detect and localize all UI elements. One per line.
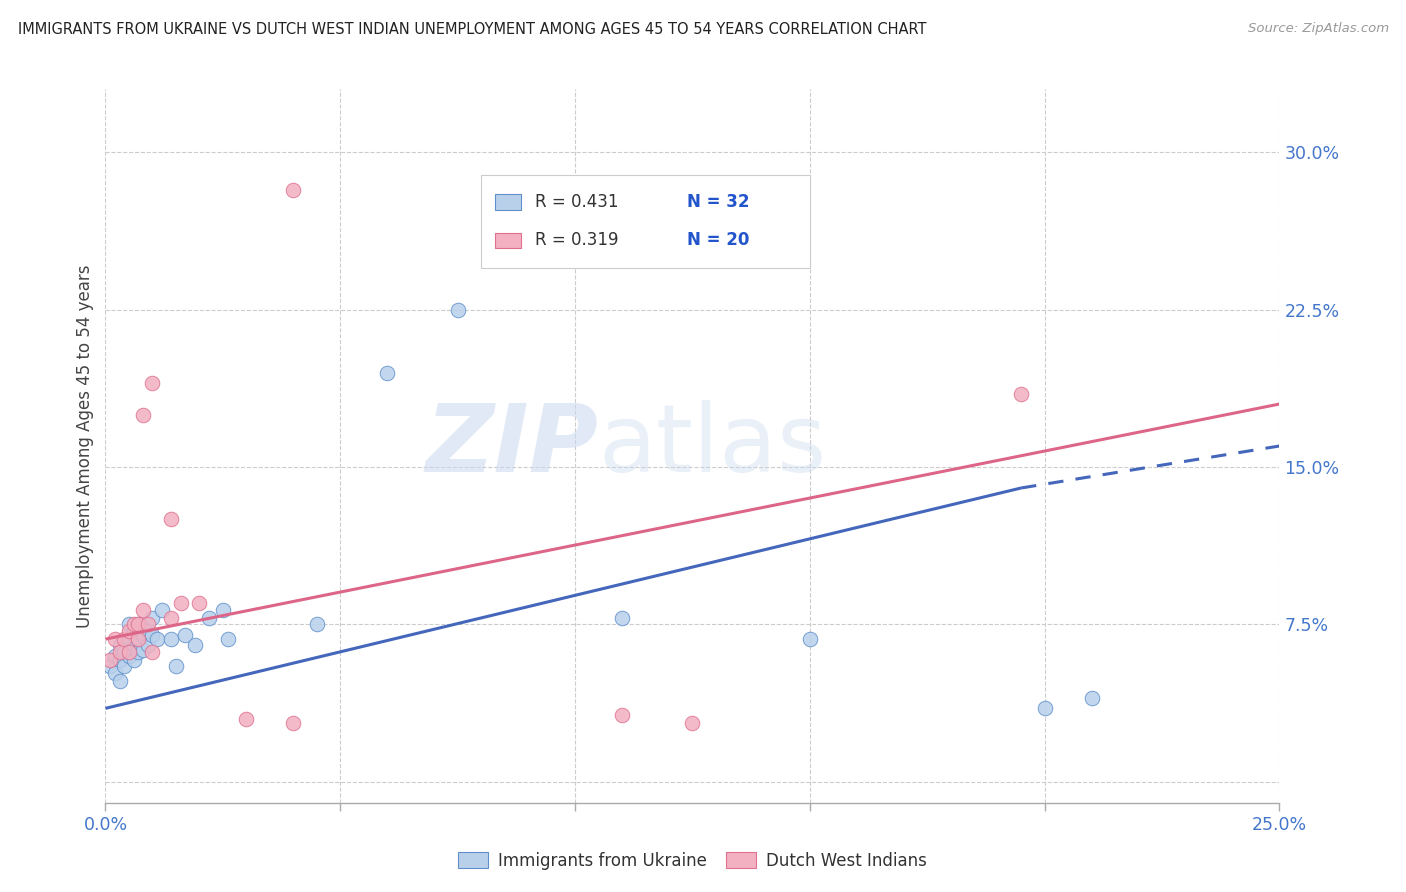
Point [141,611,163,625]
Point [122,653,145,667]
Text: N = 32: N = 32 [686,193,749,211]
Point [108,639,131,653]
Point [160,632,183,646]
Point [118,617,141,632]
Y-axis label: Unemployment Among Ages 45 to 54 years: Unemployment Among Ages 45 to 54 years [76,264,94,628]
Point [104,665,127,680]
Text: atlas: atlas [599,400,827,492]
Point [197,611,219,625]
Point [118,632,141,646]
Point [146,632,169,646]
Text: R = 0.319: R = 0.319 [536,232,619,250]
Point [118,645,141,659]
Point [122,639,145,653]
Point [127,632,149,646]
Point [610,611,633,625]
Point [132,603,155,617]
Legend: Immigrants from Ukraine, Dutch West Indians: Immigrants from Ukraine, Dutch West Indi… [451,846,934,877]
Point [112,632,135,646]
Point [1010,386,1032,401]
Point [136,624,159,638]
Point [141,628,163,642]
Point [169,596,191,610]
Text: R = 0.431: R = 0.431 [536,193,619,211]
Point [283,716,305,731]
Text: ZIP: ZIP [426,400,599,492]
Point [127,617,149,632]
Point [122,624,145,638]
Point [141,376,163,390]
Text: IMMIGRANTS FROM UKRAINE VS DUTCH WEST INDIAN UNEMPLOYMENT AMONG AGES 45 TO 54 YE: IMMIGRANTS FROM UKRAINE VS DUTCH WEST IN… [18,22,927,37]
Point [188,596,211,610]
Point [183,639,205,653]
Point [136,639,159,653]
Point [160,512,183,526]
Point [112,645,135,659]
Point [235,712,257,726]
Point [112,659,135,673]
Point [122,617,145,632]
Point [1080,690,1102,705]
Point [446,302,468,317]
Point [132,628,155,642]
Point [150,603,173,617]
Point [160,611,183,625]
Point [132,408,155,422]
Point [1033,701,1056,715]
FancyBboxPatch shape [481,175,810,268]
Point [132,642,155,657]
Point [375,366,398,380]
Point [118,624,141,638]
Point [141,645,163,659]
Point [108,674,131,689]
Point [104,632,127,646]
Point [305,617,328,632]
Text: N = 20: N = 20 [686,232,749,250]
Bar [495,233,522,248]
Point [217,632,239,646]
Point [136,617,159,632]
Point [165,659,187,673]
Point [174,628,197,642]
Point [211,603,233,617]
Text: Source: ZipAtlas.com: Source: ZipAtlas.com [1249,22,1389,36]
Point [283,183,305,197]
Point [610,707,633,722]
Point [799,632,821,646]
Point [681,716,703,731]
Point [98,653,121,667]
Point [98,659,121,673]
Point [118,648,141,663]
Point [127,617,149,632]
Point [108,653,131,667]
Point [108,645,131,659]
Point [104,648,127,663]
Point [127,632,149,646]
Bar [495,194,522,210]
Point [127,645,149,659]
